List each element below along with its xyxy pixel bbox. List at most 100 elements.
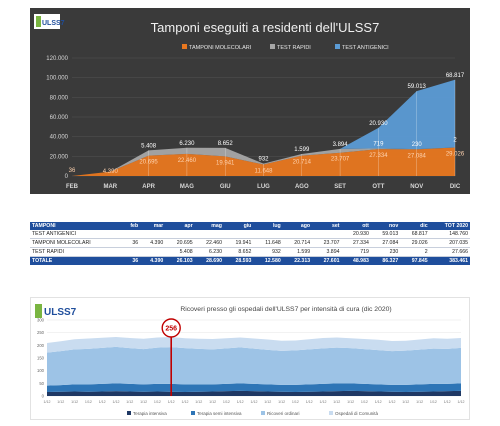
table-cell: 11.648 xyxy=(253,238,283,248)
callout-label: 256 xyxy=(165,326,177,333)
x-tick-label: GIU xyxy=(220,184,231,190)
data-label: 59.013 xyxy=(408,84,427,90)
x-tick-label: 1/12 xyxy=(347,400,354,404)
table-cell: 4.390 xyxy=(140,256,166,265)
y-tick-label: 100.000 xyxy=(46,76,68,82)
header-month: lug xyxy=(253,222,283,230)
table-cell: 230 xyxy=(370,247,401,257)
x-tick-label: NOV xyxy=(410,184,423,190)
table-cell: 97.845 xyxy=(400,256,430,265)
data-label: 27.334 xyxy=(369,153,388,159)
table-cell: 4.390 xyxy=(140,238,166,248)
data-label: 27.084 xyxy=(408,153,427,159)
data-label: 11.648 xyxy=(255,169,274,175)
data-label: 23.707 xyxy=(331,157,350,163)
header-month: feb xyxy=(122,222,141,230)
y-tick-label: 60.000 xyxy=(50,115,69,121)
callout: 256 xyxy=(161,318,181,396)
table-cell: 383.461 xyxy=(429,256,470,265)
table-row: TEST RAPIDI 5.408 6.230 8.652 932 1.599 3.894 7… xyxy=(30,247,470,257)
table-cell: 27.666 xyxy=(429,247,470,257)
x-tick-label: 1/12 xyxy=(168,400,175,404)
legend-swatch xyxy=(191,411,195,415)
legend-swatch xyxy=(261,411,265,415)
table-cell: 20.714 xyxy=(282,238,313,248)
total-row: TOTALE 36 4.390 26.103 28.690 28.593 12.580 22.… xyxy=(30,256,470,265)
table-cell: 59.013 xyxy=(370,230,401,239)
header-month: dic xyxy=(400,222,430,230)
callout-circle xyxy=(161,318,181,338)
x-tick-label: 1/12 xyxy=(237,400,244,404)
header-month: mag xyxy=(194,222,224,230)
table-cell xyxy=(140,247,166,257)
data-label: 932 xyxy=(258,157,269,163)
tamponi-table: TAMPONI feb mar apr mag giu lug ago set ott nov dic… xyxy=(30,222,470,265)
series-area-terapia-semi-intensiva xyxy=(47,383,461,392)
y-tick-label: 40.000 xyxy=(50,135,69,141)
data-label: 20.695 xyxy=(139,160,158,166)
x-tick-label: 1/12 xyxy=(195,400,202,404)
ricoveri-chart: ULSS7 Ricoveri presso gli ospedali dell'… xyxy=(30,297,470,420)
x-tick-label: 1/12 xyxy=(154,400,161,404)
y-tick-label: 80.000 xyxy=(50,95,69,101)
table-cell: 20.695 xyxy=(165,238,195,248)
table-cell: 27.334 xyxy=(341,238,371,248)
data-label: 20.930 xyxy=(369,121,388,127)
header-month: ago xyxy=(282,222,313,230)
table-cell: 19.941 xyxy=(223,238,254,248)
series-area-ospedali-di-comunità xyxy=(47,336,461,353)
series-area-test-rapidi xyxy=(72,147,455,176)
x-tick-label: 1/12 xyxy=(251,400,258,404)
table-cell xyxy=(165,230,195,239)
y-tick-label: 0 xyxy=(65,174,69,180)
table-cell xyxy=(253,230,283,239)
table-cell: 6.230 xyxy=(194,247,224,257)
x-tick-label: 1/12 xyxy=(416,400,423,404)
x-tick-label: 1/12 xyxy=(71,400,78,404)
x-tick-label: 1/12 xyxy=(140,400,147,404)
table-cell xyxy=(194,230,224,239)
x-tick-label: OTT xyxy=(372,184,384,190)
table-cell: 1.599 xyxy=(282,247,313,257)
table-cell: 27.084 xyxy=(370,238,401,248)
y-tick-label: 50 xyxy=(39,381,44,386)
header-month: apr xyxy=(165,222,195,230)
data-label: 2 xyxy=(453,137,457,143)
ulss7-logo-small: ULSS7 xyxy=(35,304,77,318)
legend-swatch xyxy=(335,44,340,49)
x-tick-label: 1/12 xyxy=(430,400,437,404)
table-body: TEST ANTIGENICI 20.930 59.013 68.817 148.760… xyxy=(30,230,470,265)
y-tick-label: 0 xyxy=(42,394,45,399)
y-tick-label: 250 xyxy=(37,330,45,335)
chart-title: Ricoveri presso gli ospedali dell'ULSS7 … xyxy=(180,306,391,313)
table-cell: 26.103 xyxy=(165,256,195,265)
header-month: mar xyxy=(140,222,166,230)
x-tick-label: SET xyxy=(334,184,346,190)
table-cell xyxy=(312,230,342,239)
header-month: set xyxy=(312,222,342,230)
legend-label: TEST RAPIDI xyxy=(277,45,311,51)
tamponi-chart: ULSS7 Tamponi eseguiti a residenti dell'… xyxy=(30,8,470,194)
data-label: 36 xyxy=(69,168,76,174)
x-tick-label: MAG xyxy=(180,184,194,190)
x-tick-label: 1/12 xyxy=(223,400,230,404)
axis-labels: 0 20.000 40.000 60.000 80.000 100.000 120.000 F… xyxy=(46,56,461,190)
axis-labels: 0 50 100 150 200 250 300 1/12 1/12 1/12 1/12 1/12 1/… xyxy=(37,318,465,405)
table-cell: 5.408 xyxy=(165,247,195,257)
x-tick-label: 1/12 xyxy=(264,400,271,404)
legend-swatch xyxy=(127,411,131,415)
x-tick-label: 1/12 xyxy=(126,400,133,404)
table-cell xyxy=(122,247,141,257)
table-cell: 22.460 xyxy=(194,238,224,248)
legend-label: TAMPONI MOLECOLARI xyxy=(189,45,252,51)
header-month: ott xyxy=(341,222,371,230)
x-tick-label: 1/12 xyxy=(320,400,327,404)
data-label: 8.652 xyxy=(218,141,234,147)
table-header-row: TAMPONI feb mar apr mag giu lug ago set ott nov dic… xyxy=(30,222,470,230)
table-cell: TEST RAPIDI xyxy=(30,247,123,257)
ulss7-logo: ULSS7 xyxy=(34,14,65,29)
logo-mark xyxy=(35,304,42,318)
x-tick-label: 1/12 xyxy=(389,400,396,404)
y-tick-label: 150 xyxy=(37,356,45,361)
data-label: 719 xyxy=(373,141,384,147)
